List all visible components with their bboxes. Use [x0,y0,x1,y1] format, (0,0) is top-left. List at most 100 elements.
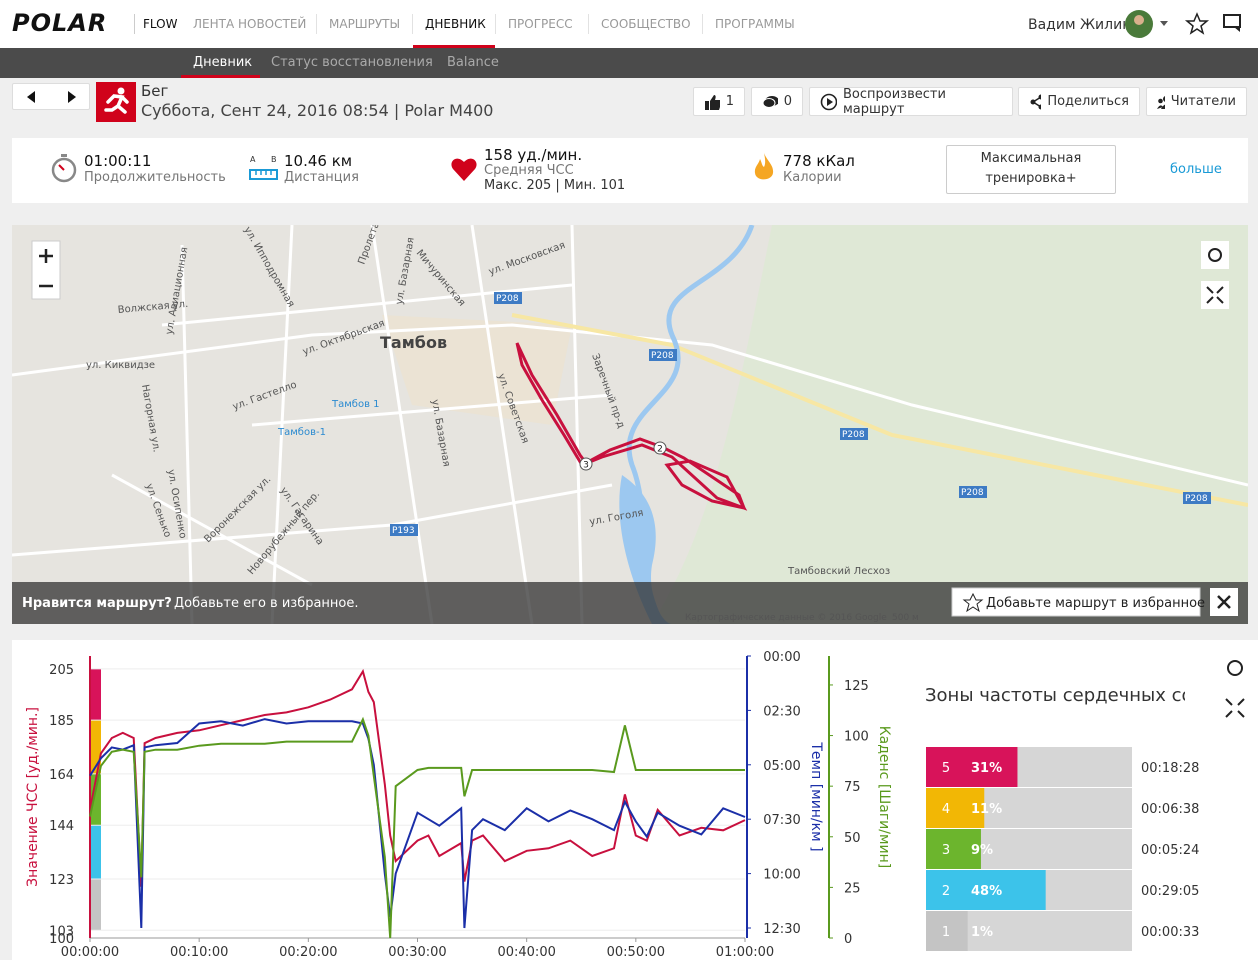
y2-tick-label: 05:00 [763,759,800,774]
zoom-buttons[interactable] [39,249,53,288]
nav-item[interactable]: ДНЕВНИК [425,17,486,31]
series-line [89,716,745,939]
route-map[interactable]: ул. ИпподромнаяПролетарскаяМичуринскаяул… [12,225,1248,624]
logo[interactable]: POLAR [12,9,108,37]
next-button[interactable] [65,90,79,104]
zone-value-label: 9% [971,843,993,858]
flame-icon [754,153,774,180]
distance-a: A [250,155,256,164]
zone-bar [966,829,981,869]
y2-tick-label: 10:00 [763,868,800,883]
caret[interactable] [1160,21,1168,26]
zone-time: 00:29:05 [1141,884,1199,899]
city-label: Тамбов [380,333,447,352]
y3-tick-label: 125 [844,679,869,694]
series-line [89,718,746,929]
chart-fullscreen[interactable] [1225,698,1245,718]
zone-label: 2 [942,884,950,899]
favorite-button[interactable] [951,587,1201,617]
city-center [382,315,572,425]
route-marker [579,457,593,471]
like-button[interactable]: 1 [693,87,745,116]
zone-band [90,879,101,931]
zone-label: 3 [942,843,950,858]
prev-button[interactable] [24,90,38,104]
zone-label: 5 [942,761,950,776]
comment-icon [762,95,778,108]
y3-tick-label: 100 [844,730,869,745]
banner-question: Нравится маршрут? [22,596,172,611]
nav-item[interactable]: ПРОГРАММЫ [715,17,795,31]
fullscreen-icon [1206,286,1224,304]
zone-track [966,788,1132,828]
zone-time: 00:06:38 [1141,802,1199,817]
replay-button[interactable]: Воспроизвести маршрут [809,87,1013,117]
fullscreen-button[interactable] [1201,281,1229,309]
like-icon [705,94,720,110]
session-date: Суббота, Сент 24, 2016 08:54 | Polar M40… [141,101,494,120]
followers-icon [1157,95,1165,109]
nav-item[interactable]: СООБЩЕСТВО [601,17,691,31]
y2-tick-label: 12:30 [763,922,800,937]
axis-title: Значение ЧСС [уд./мин.] [25,707,41,887]
road-sign [840,428,868,440]
sub-nav-item[interactable]: Balance [447,55,499,70]
share-icon [1030,94,1042,109]
y3-tick-label: 0 [844,932,852,947]
messages-icon[interactable] [1223,14,1241,28]
road-label: P208 [651,351,674,361]
nav-divider [316,14,317,34]
sub-nav-item[interactable]: Дневник [193,55,253,70]
zones-title: Зоны частоты сердечных сокращений [925,685,1185,706]
duration-label: Продолжительность [84,170,226,185]
zone-time: 00:18:28 [1141,761,1199,776]
comment-button[interactable]: 0 [751,87,803,116]
favorites-icon[interactable] [1184,12,1210,35]
nav-divider [702,14,703,34]
ruler-icon [249,169,278,180]
divider [134,14,135,34]
map-label: ул. Киквидзе [86,360,155,371]
road-label: P193 [392,526,415,536]
share-button[interactable]: Поделиться [1018,87,1140,116]
zone-label-bg [926,747,966,787]
distance-value: 10.46 км [284,152,353,170]
y3-tick-label: 25 [844,881,861,896]
y-tick-label: 123 [49,873,74,888]
sub-nav-item[interactable]: Статус восстановления [271,55,433,70]
followers-label: Читатели [1170,94,1236,109]
nav-item[interactable]: МАРШРУТЫ [329,17,401,31]
calories-value: 778 кКал [783,152,855,170]
zone-value-label: 1% [971,925,993,940]
route-marker [653,441,667,455]
y-tick-label: 205 [49,663,74,678]
locate-button[interactable] [1201,241,1229,269]
user-name[interactable]: Вадим Жилин [1028,17,1132,33]
summary-panel: 01:00:11 Продолжительность A B 10.46 км … [12,138,1248,203]
y-tick-label: 100 [49,932,74,947]
more-link[interactable]: больше [1170,162,1222,177]
distance-b: B [271,155,277,164]
active-indicator [413,45,495,48]
app-name[interactable]: FLOW [143,17,178,31]
sport-icon-bg [96,82,136,122]
road-sign [649,349,677,361]
like-count: 1 [725,94,734,109]
x-tick-label: 00:40:00 [497,945,555,960]
zone-bar [966,788,985,828]
favorite-label: Добавьте маршрут в избранное [986,596,1205,611]
share-label: Поделиться [1047,94,1129,109]
nav-item[interactable]: ПРОГРЕСС [508,17,573,31]
hr-range: Макс. 205 | Мин. 101 [484,178,626,193]
training-benefit[interactable]: Максимальная тренировка+ [946,145,1116,194]
road-label: P208 [1185,494,1208,504]
nav-item[interactable]: ЛЕНТА НОВОСТЕЙ [193,17,307,31]
followers-button[interactable]: Читатели [1146,87,1247,116]
lake [619,475,672,624]
zones-title-box: Зоны частоты сердечных сокращений [925,685,1185,706]
play-icon [820,93,837,110]
top-nav: POLAR FLOW ЛЕНТА НОВОСТЕЙ МАРШРУТЫ ДНЕВНИК… [0,0,1258,48]
chart-settings[interactable] [1227,660,1243,676]
